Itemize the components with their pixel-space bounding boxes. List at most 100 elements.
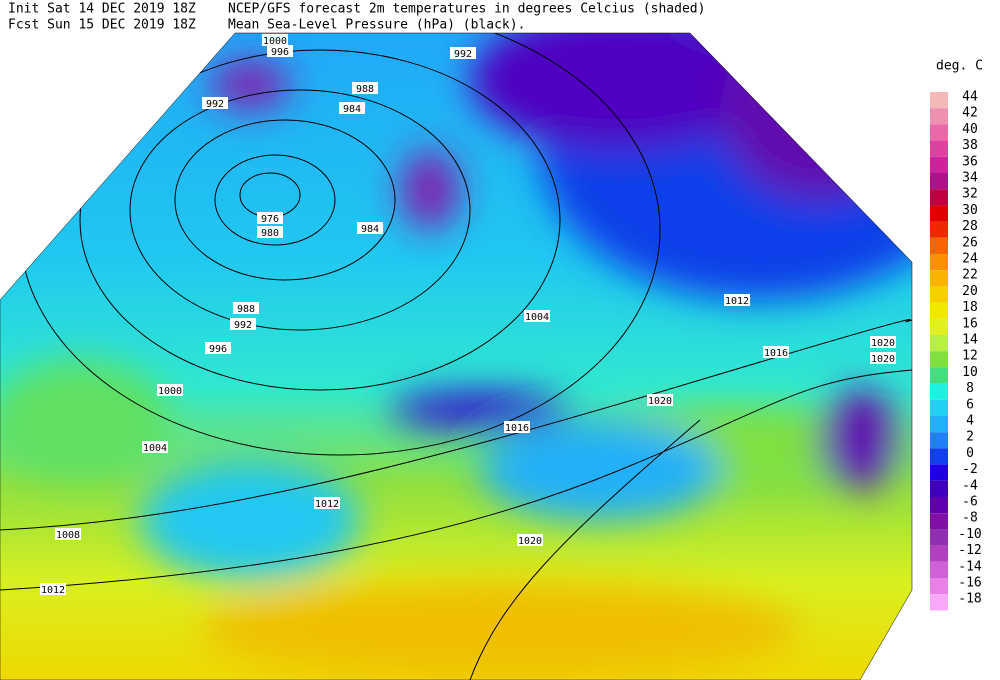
- legend-label: 6: [966, 397, 974, 412]
- isobar-label-box: [205, 342, 231, 354]
- legend-swatch: [930, 594, 948, 611]
- legend-label: 24: [962, 252, 978, 267]
- legend-swatch: [930, 92, 948, 109]
- legend-label: 28: [962, 219, 978, 234]
- isobar-label: 984: [343, 104, 361, 115]
- legend-label: -4: [962, 478, 978, 493]
- legend-swatch: [930, 448, 948, 465]
- isobar-label-box: [230, 318, 256, 330]
- legend-swatch: [930, 286, 948, 303]
- isobar-label: 992: [454, 49, 472, 60]
- legend-swatch: [930, 497, 948, 514]
- legend-label: 8: [966, 381, 974, 396]
- legend-swatch: [930, 480, 948, 497]
- map-border: [0, 32, 913, 680]
- isobar-label: 988: [237, 304, 255, 315]
- isobar-label-box: [517, 534, 543, 546]
- isobar-label-box: [233, 302, 259, 314]
- isobar-label: 1012: [725, 296, 749, 307]
- isobar-label: 1000: [263, 36, 287, 47]
- init-line: Init Sat 14 DEC 2019 18Z: [8, 2, 196, 17]
- isobar-label-box: [870, 352, 896, 364]
- legend-label: 2: [966, 430, 974, 445]
- legend-label: 44: [962, 90, 978, 105]
- isobar-label: 1020: [871, 338, 895, 349]
- isobar-label: 1016: [764, 348, 788, 359]
- isobar-label: 976: [261, 214, 279, 225]
- isobar-label: 988: [356, 84, 374, 95]
- isobar-label: 1016: [505, 423, 529, 434]
- legend-label: 36: [962, 154, 978, 169]
- legend-swatch: [930, 205, 948, 222]
- isobar-label-box: [314, 497, 340, 509]
- isobar-label-box: [524, 310, 550, 322]
- isobar-label: 1004: [143, 443, 167, 454]
- legend-label: 10: [962, 365, 978, 380]
- legend-swatch: [930, 140, 948, 157]
- legend-label: 34: [962, 171, 978, 186]
- legend-swatch: [930, 351, 948, 368]
- isobar-label: 1008: [56, 530, 80, 541]
- legend-swatch: [930, 529, 948, 546]
- isobar-label: 1004: [525, 312, 549, 323]
- isobar-label-box: [40, 583, 66, 595]
- legend-swatch: [930, 335, 948, 352]
- legend-swatch: [930, 545, 948, 562]
- legend-swatch: [930, 221, 948, 238]
- legend-swatch: [930, 318, 948, 335]
- legend-label: 20: [962, 284, 978, 299]
- legend-swatch: [930, 432, 948, 449]
- isobar-label-box: [724, 294, 750, 306]
- legend-swatch: [930, 189, 948, 206]
- isobar-label-box: [504, 421, 530, 433]
- isobar-label-box: [357, 222, 383, 234]
- isobar-label-box: [763, 346, 789, 358]
- isobar-label: 1020: [518, 536, 542, 547]
- legend-label: 0: [966, 446, 974, 461]
- legend-swatch: [930, 367, 948, 384]
- legend-swatch: [930, 108, 948, 125]
- legend-swatch: [930, 270, 948, 287]
- legend-label: 18: [962, 300, 978, 315]
- legend-swatch: [930, 416, 948, 433]
- isobar-label: 1012: [315, 499, 339, 510]
- isobar-label: 980: [261, 228, 279, 239]
- isobar-label: 1012: [41, 585, 65, 596]
- isobar-label-box: [202, 97, 228, 109]
- legend-label: -14: [958, 559, 982, 574]
- legend-label: 26: [962, 235, 978, 250]
- isobar-label: 1020: [648, 396, 672, 407]
- legend-swatch: [930, 578, 948, 595]
- fcst-line: Fcst Sun 15 DEC 2019 18Z: [8, 18, 196, 33]
- legend-title: deg. C: [936, 59, 983, 74]
- legend-label: 38: [962, 138, 978, 153]
- isobar-label-box: [450, 47, 476, 59]
- legend-label: -16: [958, 576, 981, 591]
- legend-swatch: [930, 173, 948, 190]
- legend-label: -18: [958, 592, 981, 607]
- legend-label: 4: [966, 414, 974, 429]
- legend-label: 14: [962, 333, 978, 348]
- legend-label: 40: [962, 122, 978, 137]
- legend-swatch: [930, 124, 948, 141]
- isobar-label-box: [257, 226, 283, 238]
- legend-label: -8: [962, 511, 978, 526]
- isobar-label-box: [870, 336, 896, 348]
- legend-label: -12: [958, 543, 981, 558]
- isobar-label-box: [257, 212, 283, 224]
- legend-swatch: [930, 237, 948, 254]
- isobar-label-box: [55, 528, 81, 540]
- legend-swatch: [930, 561, 948, 578]
- isobar-label-box: [352, 82, 378, 94]
- isobar-label: 992: [234, 320, 252, 331]
- legend-swatch: [930, 302, 948, 319]
- legend-label: -6: [962, 495, 978, 510]
- legend-swatch: [930, 399, 948, 416]
- isobar-label-box: [647, 394, 673, 406]
- isobar-label-box: [262, 34, 288, 46]
- subtitle-line: Mean Sea-Level Pressure (hPa) (black).: [228, 18, 525, 33]
- isobar-label: 1020: [871, 354, 895, 365]
- legend-label: 12: [962, 349, 978, 364]
- legend-label: 32: [962, 187, 978, 202]
- isobar-label-box: [339, 102, 365, 114]
